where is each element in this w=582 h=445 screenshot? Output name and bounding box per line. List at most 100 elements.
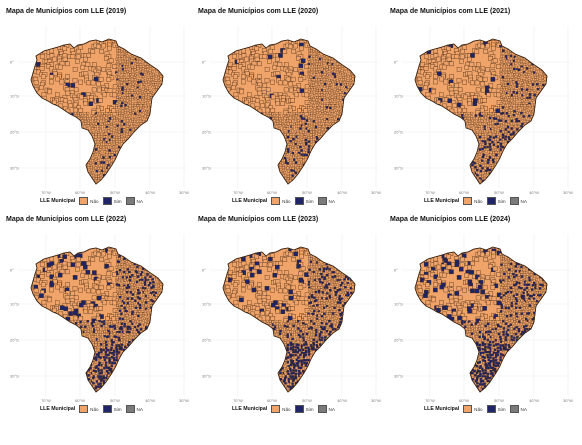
- municipality-nao: [282, 257, 288, 262]
- municipality-nao: [298, 77, 304, 82]
- municipality-sim: [487, 158, 490, 162]
- municipality-nao: [307, 298, 311, 302]
- municipality-nao: [492, 153, 495, 156]
- municipality-nao: [318, 99, 321, 103]
- municipality-nao: [318, 327, 321, 331]
- municipality-nao: [525, 281, 528, 284]
- municipality-nao: [147, 301, 150, 304]
- municipality-nao: [489, 112, 492, 115]
- municipality-sim: [436, 71, 442, 76]
- municipality-nao: [86, 53, 91, 58]
- municipality-nao: [318, 317, 321, 320]
- municipality-nao: [496, 92, 501, 98]
- municipality-nao: [286, 153, 290, 156]
- municipality-nao: [96, 43, 101, 49]
- municipality-sim: [286, 162, 289, 165]
- municipality-nao: [335, 75, 339, 78]
- municipality-nao: [333, 272, 337, 276]
- municipality-nao: [97, 159, 100, 162]
- municipality-nao: [315, 77, 318, 81]
- municipality-nao: [99, 151, 103, 155]
- municipality-nao: [446, 264, 452, 270]
- municipality-sim: [120, 322, 124, 325]
- municipality-nao: [147, 75, 151, 79]
- municipality-nao: [340, 85, 344, 89]
- municipality-nao: [94, 175, 98, 178]
- municipality-sim: [492, 117, 496, 120]
- municipality-sim: [98, 319, 101, 323]
- municipality-nao: [543, 75, 547, 78]
- municipality-nao: [285, 284, 291, 290]
- municipality-sim: [115, 283, 119, 286]
- municipality-nao: [89, 369, 92, 373]
- municipality-nao: [130, 89, 134, 92]
- municipality-sim: [103, 366, 106, 370]
- municipality-nao: [247, 300, 252, 305]
- municipality-sim: [481, 155, 485, 159]
- legend-key: Não: [463, 197, 483, 205]
- municipality-nao: [249, 58, 254, 64]
- municipality-nao: [522, 93, 526, 96]
- municipality-nao: [304, 300, 309, 306]
- municipality-nao: [131, 118, 134, 121]
- municipality-sim: [100, 371, 103, 375]
- municipality-nao: [341, 73, 344, 77]
- municipality-nao: [120, 54, 124, 58]
- municipality-nao: [474, 80, 480, 86]
- municipality-nao: [539, 85, 542, 89]
- municipality-nao: [317, 106, 321, 109]
- municipality-sim: [94, 370, 97, 373]
- municipality-nao: [296, 142, 300, 146]
- municipality-nao: [134, 86, 137, 89]
- municipalities-layer: [32, 247, 163, 392]
- municipality-sim: [302, 322, 305, 325]
- municipality-nao: [115, 276, 119, 280]
- municipality-nao: [502, 114, 505, 117]
- municipality-sim: [294, 348, 297, 352]
- municipality-nao: [94, 135, 98, 139]
- municipality-nao: [478, 153, 482, 156]
- municipality-sim: [510, 127, 513, 130]
- municipality-nao: [143, 91, 147, 94]
- municipality-nao: [501, 72, 505, 76]
- municipality-nao: [120, 114, 124, 117]
- municipality-nao: [141, 101, 145, 105]
- municipality-sim: [151, 278, 154, 281]
- municipality-nao: [307, 115, 311, 118]
- municipality-nao: [109, 140, 113, 144]
- municipality-nao: [104, 142, 108, 146]
- municipality-nao: [320, 78, 323, 81]
- municipality-nao: [47, 297, 52, 303]
- municipality-nao: [499, 283, 503, 286]
- municipality-nao: [330, 93, 334, 96]
- municipality-sim: [120, 104, 123, 107]
- municipality-nao: [97, 143, 101, 146]
- municipality-nao: [231, 85, 236, 90]
- municipality-nao: [500, 55, 503, 58]
- municipality-nao: [464, 64, 470, 70]
- municipality-sim: [300, 117, 304, 120]
- municipality-nao: [128, 104, 132, 108]
- municipality-nao: [290, 98, 295, 103]
- municipality-nao: [318, 304, 322, 308]
- municipality-nao: [292, 330, 296, 334]
- municipality-sim: [299, 366, 303, 370]
- municipality-nao: [481, 122, 484, 126]
- municipality-sim: [108, 149, 111, 152]
- municipality-nao: [489, 119, 492, 122]
- municipality-nao: [525, 70, 528, 73]
- municipality-nao: [456, 78, 462, 83]
- municipality-nao: [330, 98, 334, 102]
- municipality-nao: [136, 304, 139, 308]
- municipality-nao: [490, 63, 496, 69]
- municipality-nao: [307, 314, 310, 317]
- municipality-nao: [123, 91, 126, 94]
- municipality-nao: [225, 288, 231, 293]
- legend-label: NA: [136, 406, 143, 412]
- map-plot: 0° 10°S 20°S 30°S 70°W 60°W 50°W 40°W 30°W: [198, 18, 382, 198]
- municipality-nao: [538, 79, 542, 82]
- municipality-nao: [304, 132, 307, 136]
- y-tick-label: 30°S: [10, 166, 19, 171]
- y-tick-label: 0°: [10, 60, 14, 65]
- y-tick-label: 20°S: [10, 130, 19, 135]
